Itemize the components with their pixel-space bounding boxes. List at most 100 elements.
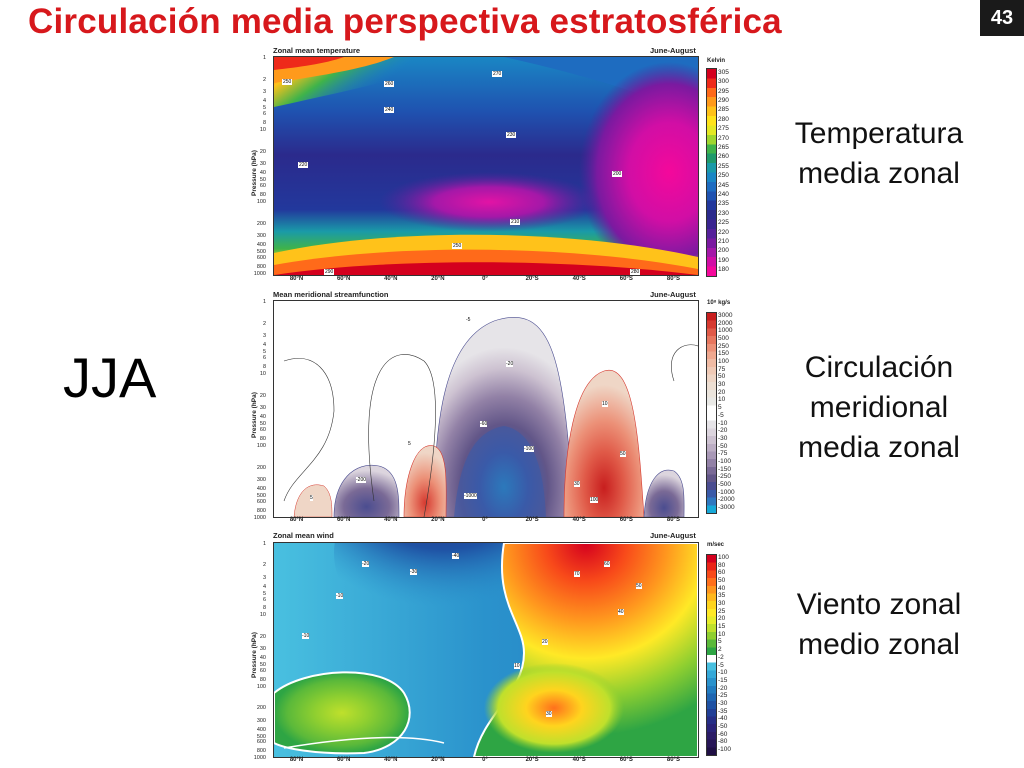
pressure-tick-label: 100 <box>256 683 266 690</box>
pressure-tick-label: 6 <box>262 355 266 362</box>
pressure-tick-label: 8 <box>262 605 266 612</box>
slide-number: 43 <box>980 0 1024 36</box>
pressure-tick-label: 6 <box>262 596 266 603</box>
streamfunction-colorbar-label: -3000 <box>718 504 735 512</box>
caption-temperature: Temperatura media zonal <box>774 114 984 194</box>
pressure-tick-label: 40 <box>259 655 266 662</box>
pressure-tick-label: 500 <box>256 733 266 740</box>
pressure-tick-label: 2 <box>262 562 266 569</box>
streamfunction-colorbar-label: -500 <box>718 481 732 489</box>
streamfunction-panel-title: Mean meridional streamfunction <box>273 290 389 299</box>
wind-colorbar-labels: 100 80 60 50 40 35 30 25 20 15 10 5 2 -2 -5 -10 -15 -20 -2… <box>718 554 738 754</box>
temperature-colorbar-label: 245 <box>718 181 729 189</box>
wind-colorbar <box>706 554 717 756</box>
streamfunction-x-ticks: 80°N 60°N 40°N 20°N 0° 20°S 40°S 60°S 80°S <box>273 517 697 527</box>
latitude-tick-label: 40°S <box>572 276 586 282</box>
streamfunction-colorbar-label: -150 <box>718 465 732 473</box>
wind-colorbar-label: 35 <box>718 592 726 600</box>
wind-contour-label: 30 <box>546 711 552 717</box>
latitude-tick-label: 20°N <box>431 517 445 523</box>
temperature-contour-label: 240 <box>384 107 395 113</box>
wind-panel-title: Zonal mean wind <box>273 531 334 540</box>
streamfunction-colorbar-label: 2000 <box>718 319 733 327</box>
pressure-tick-label: 60 <box>259 183 266 190</box>
temperature-contour-label: 250 <box>452 243 463 249</box>
wind-colorbar-label: -25 <box>718 692 728 700</box>
streamfunction-colorbar-label: 50 <box>718 373 726 381</box>
latitude-tick-label: 20°N <box>431 276 445 282</box>
wind-contour-label: -20 <box>362 561 370 567</box>
wind-colorbar-label: 10 <box>718 630 726 638</box>
pressure-tick-label: 80 <box>259 676 266 683</box>
pressure-tick-label: 500 <box>256 493 266 500</box>
pressure-tick-label: 5 <box>262 349 266 356</box>
wind-x-ticks: 80°N 60°N 40°N 20°N 0° 20°S 40°S 60°S 80°S <box>273 757 697 767</box>
streamfunction-contour-label: 5 <box>310 495 313 501</box>
pressure-tick-label: 1 <box>262 55 266 61</box>
wind-contour-label: 10 <box>514 663 520 669</box>
pressure-tick-label: 800 <box>256 748 266 755</box>
wind-contour-label: 20 <box>542 639 548 645</box>
wind-colorbar-label: 80 <box>718 561 726 569</box>
streamfunction-contour-labels: -5 -20 -60 -100 5 10 50 -1000 -200 30 10… <box>274 301 698 517</box>
temperature-panel: Zonal mean temperature June-August Press… <box>246 46 729 286</box>
streamfunction-colorbar-label: 1000 <box>718 327 733 335</box>
streamfunction-contour-label: -20 <box>506 361 514 367</box>
temperature-colorbar-label: 265 <box>718 143 729 151</box>
streamfunction-contour-label: 30 <box>574 481 580 487</box>
streamfunction-colorbar <box>706 312 717 514</box>
pressure-tick-label: 5 <box>262 590 266 597</box>
streamfunction-contour-label: -1000 <box>464 493 477 499</box>
pressure-tick-label: 10 <box>259 371 266 377</box>
latitude-tick-label: 80°S <box>666 757 680 763</box>
wind-colorbar-label: -2 <box>718 653 724 661</box>
pressure-tick-label: 20 <box>259 392 266 399</box>
streamfunction-plot: -5 -20 -60 -100 5 10 50 -1000 -200 30 10… <box>273 300 699 518</box>
streamfunction-colorbar-label: 500 <box>718 334 729 342</box>
season-label: JJA <box>63 346 157 409</box>
latitude-tick-label: 60°S <box>619 757 633 763</box>
pressure-tick-label: 5 <box>262 105 266 112</box>
temperature-colorbar-label: 220 <box>718 228 729 236</box>
pressure-tick-label: 4 <box>262 98 266 105</box>
latitude-tick-label: 60°N <box>336 276 351 282</box>
temperature-colorbar-label: 230 <box>718 209 729 217</box>
latitude-tick-label: 80°N <box>289 276 304 282</box>
temperature-contour-label: 210 <box>510 219 521 225</box>
streamfunction-colorbar-label: 5 <box>718 404 722 412</box>
pressure-tick-label: 600 <box>256 739 266 746</box>
streamfunction-field <box>283 316 698 517</box>
pressure-tick-label: 2 <box>262 76 266 83</box>
temperature-contour-label: 290 <box>324 269 335 275</box>
streamfunction-colorbar-unit: 10⁸ kg/s <box>707 300 731 306</box>
streamfunction-colorbar-label: 20 <box>718 388 726 396</box>
pressure-tick-label: 300 <box>256 233 266 240</box>
streamfunction-contour-label: -100 <box>524 446 535 452</box>
pressure-tick-label: 3 <box>262 575 266 582</box>
caption-temperature-line-1: Temperatura <box>794 117 964 150</box>
pressure-tick-label: 3 <box>262 89 266 96</box>
streamfunction-contour-label: 50 <box>620 451 626 457</box>
caption-wind-line-1: Viento zonal <box>796 588 962 621</box>
pressure-tick-label: 60 <box>259 427 266 434</box>
temperature-panel-title: Zonal mean temperature <box>273 46 361 55</box>
temperature-colorbar-label: 190 <box>718 256 729 264</box>
wind-panel: Zonal mean wind June-August Pressure (hP… <box>246 528 731 768</box>
temperature-colorbar-label: 240 <box>718 191 729 199</box>
wind-colorbar-label: -15 <box>718 676 728 684</box>
pressure-tick-label: 50 <box>259 662 266 669</box>
wind-colorbar-label: 15 <box>718 623 726 631</box>
wind-contour-label: 50 <box>636 583 642 589</box>
temperature-colorbar-label: 225 <box>718 219 729 227</box>
temperature-colorbar-labels: 305 300 295 290 285 280 275 270 265 260 255 250 245 2… <box>718 68 738 275</box>
temperature-colorbar-label: 270 <box>718 134 729 142</box>
streamfunction-colorbar-labels: 3000 2000 1000 500 250 150 100 75 50 30 20 10 5 -5 -10… <box>718 312 738 512</box>
streamfunction-colorbar-label: -30 <box>718 434 728 442</box>
latitude-tick-label: 80°N <box>289 517 304 523</box>
temperature-colorbar-label: 235 <box>718 200 729 208</box>
wind-colorbar-label: 50 <box>718 576 726 584</box>
pressure-tick-label: 300 <box>256 477 266 484</box>
temperature-colorbar-label: 260 <box>718 153 729 161</box>
wind-colorbar-label: -100 <box>718 746 732 754</box>
wind-colorbar-label: -50 <box>718 723 728 731</box>
